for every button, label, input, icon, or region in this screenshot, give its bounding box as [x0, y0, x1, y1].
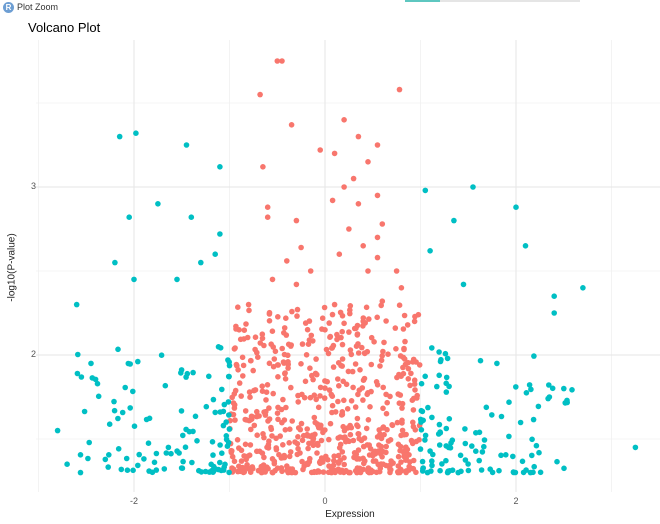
y-tick-3: 3 — [30, 181, 36, 191]
window-titlebar: R Plot Zoom — [0, 0, 660, 16]
active-tab-indicator — [405, 0, 440, 2]
y-axis-label: -log10(P-value) — [6, 233, 18, 302]
window-title: Plot Zoom — [17, 2, 59, 12]
r-logo-icon: R — [3, 2, 14, 13]
x-tick-2: 2 — [513, 496, 519, 506]
x-tick-0: 0 — [322, 496, 328, 506]
x-axis-label: Expression — [325, 509, 375, 520]
y-tick-2: 2 — [30, 349, 36, 359]
tab-indicator-bar — [405, 0, 580, 2]
x-tick-neg2: -2 — [129, 496, 138, 506]
chart-title: Volcano Plot — [28, 20, 101, 35]
